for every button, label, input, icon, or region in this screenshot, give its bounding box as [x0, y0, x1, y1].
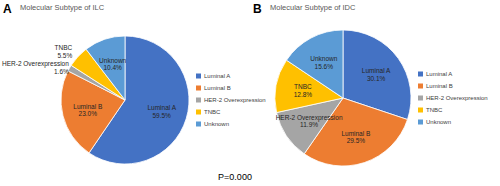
pie-panel: BMolecular Subtype of IDCLuminal A30.1%L… [253, 2, 488, 166]
legend-label: TNBC [426, 107, 443, 113]
legend-label: Luminal B [204, 85, 231, 91]
pie-panel: AMolecular Subtype of ILCLuminal A59.5%L… [2, 2, 266, 164]
legend-swatch [418, 72, 423, 77]
data-label: HER-2 Overexpression11.9% [276, 114, 343, 128]
data-label-value: 23.0% [79, 110, 98, 117]
panel-label: B [253, 2, 262, 16]
pie-slice [86, 36, 125, 100]
data-label-value: 30.1% [367, 75, 386, 82]
data-label-category: TNBC [294, 83, 312, 90]
data-label-value: 5.5% [57, 52, 72, 59]
legend-swatch [418, 120, 423, 125]
chart-title: Molecular Subtype of ILC [20, 3, 105, 12]
data-label: TNBC5.5% [55, 44, 73, 58]
panel-label: A [3, 2, 12, 16]
data-label: TNBC12.8% [294, 83, 313, 97]
data-label: Luminal B23.0% [73, 103, 102, 117]
legend-swatch [196, 98, 201, 103]
data-label-category: Luminal A [362, 67, 391, 74]
data-label: Luminal B29.5% [341, 130, 370, 144]
data-label-category: Unknown [310, 55, 337, 62]
data-label-value: 11.9% [300, 121, 318, 128]
data-label-value: 59.5% [152, 112, 171, 119]
data-label-category: Luminal B [73, 103, 102, 110]
data-label-value: 29.5% [347, 137, 366, 144]
pie [61, 36, 189, 164]
pie [275, 30, 411, 166]
data-label-value: 12.8% [294, 91, 313, 98]
data-label-category: TNBC [55, 44, 73, 51]
chart-title: Molecular Subtype of IDC [270, 3, 356, 12]
legend-swatch [418, 96, 423, 101]
legend: Luminal A Luminal B HER-2 Overexpression TN… [418, 71, 488, 125]
legend-label: Unknown [204, 121, 229, 127]
data-label: Unknown10.4% [99, 57, 126, 71]
legend-label: Luminal A [204, 73, 230, 79]
legend-swatch [418, 84, 423, 89]
data-label: HER-2 Overexpression1.6% [2, 60, 69, 74]
legend-swatch [196, 110, 201, 115]
legend-label: Luminal B [426, 83, 453, 89]
data-label-value: 10.4% [103, 64, 122, 71]
legend-label: Unknown [426, 119, 451, 125]
legend-swatch [196, 74, 201, 79]
data-label-category: Luminal B [341, 130, 370, 137]
legend-label: HER-2 Overexpression [426, 95, 488, 101]
data-label-value: 15.6% [315, 63, 334, 70]
data-label-category: Luminal A [147, 104, 176, 111]
legend-swatch [418, 108, 423, 113]
data-label: Luminal A59.5% [147, 104, 176, 118]
legend-label: Luminal A [426, 71, 452, 77]
legend-label: TNBC [204, 109, 221, 115]
pie-slice [286, 30, 343, 98]
annotation: P=0.000 [218, 172, 252, 182]
data-label-value: 1.6% [54, 68, 69, 75]
data-label: Luminal A30.1% [362, 67, 391, 81]
data-label: Unknown15.6% [310, 55, 337, 69]
legend-swatch [196, 122, 201, 127]
legend: Luminal A Luminal B HER-2 Overexpression TN… [196, 73, 266, 127]
figure: AMolecular Subtype of ILCLuminal A59.5%L… [0, 0, 500, 186]
legend-swatch [196, 86, 201, 91]
data-label-category: Unknown [99, 57, 126, 64]
legend-label: HER-2 Overexpression [204, 97, 266, 103]
